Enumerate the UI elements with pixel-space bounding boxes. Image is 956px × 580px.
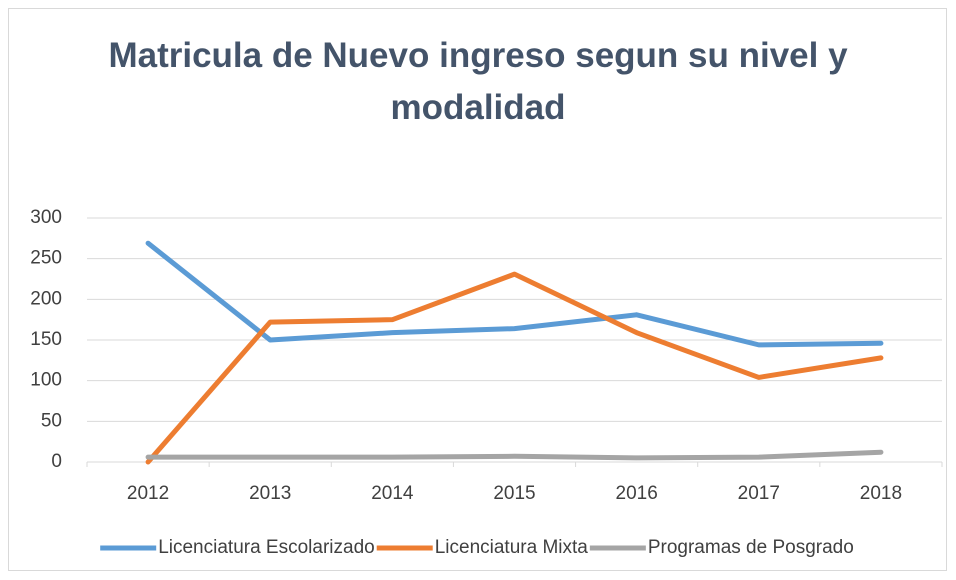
x-tick-label: 2017 [738, 483, 780, 504]
series-line [145, 449, 884, 461]
y-tick-label: 100 [30, 370, 62, 391]
chart-frame [8, 8, 947, 571]
y-tick-label: 50 [41, 410, 62, 431]
y-tick-label: 0 [51, 451, 62, 472]
x-tick-label: 2016 [616, 483, 658, 504]
x-tick-label: 2015 [493, 483, 535, 504]
y-tick-label: 200 [30, 288, 62, 309]
legend-label: Licenciatura Mixta [435, 537, 589, 558]
x-tick-label: 2012 [127, 483, 169, 504]
x-tick-label: 2014 [371, 483, 414, 504]
y-tick-label: 250 [30, 248, 62, 269]
series-line [145, 240, 884, 348]
legend-label: Programas de Posgrado [648, 537, 854, 558]
x-tick-label: 2018 [860, 483, 902, 504]
x-tick-label: 2013 [249, 483, 291, 504]
y-tick-label: 300 [30, 207, 62, 228]
chart-title: Matricula de Nuevo ingreso segun su nive… [108, 36, 848, 127]
series-line [145, 271, 884, 465]
y-tick-label: 150 [30, 329, 62, 350]
legend-label: Licenciatura Escolarizado [158, 537, 375, 558]
